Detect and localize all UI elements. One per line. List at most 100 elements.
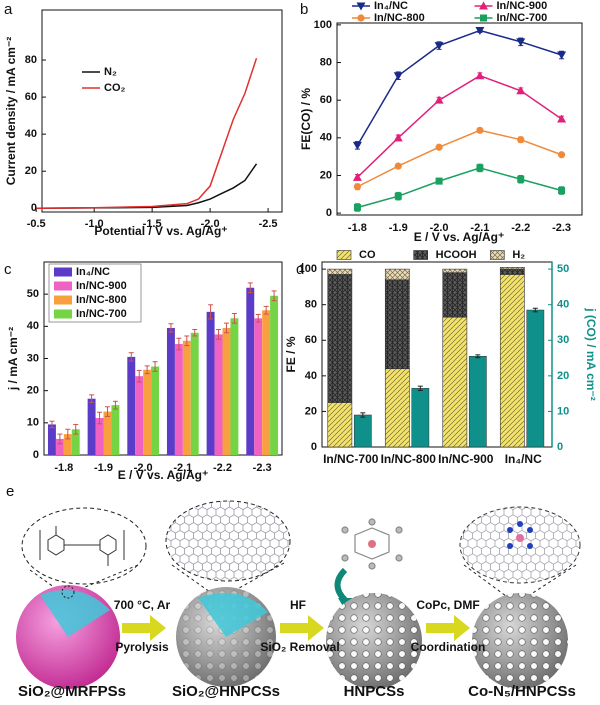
legend-swatch bbox=[54, 267, 72, 277]
x-tick-label: -2.3 bbox=[253, 462, 272, 474]
step-process: Coordination bbox=[411, 640, 486, 654]
molecule bbox=[341, 518, 403, 570]
error-bar bbox=[128, 352, 134, 362]
marker bbox=[557, 114, 567, 123]
marker bbox=[393, 72, 403, 81]
y-tick-label: 0 bbox=[326, 207, 332, 219]
y-tick-label: 20 bbox=[305, 405, 317, 417]
marker bbox=[476, 126, 484, 134]
error-bar bbox=[263, 305, 269, 315]
error-bar bbox=[112, 400, 118, 410]
line bbox=[36, 57, 258, 210]
bar-segment bbox=[384, 368, 410, 448]
y2-tick-label: 20 bbox=[557, 370, 569, 382]
legend-label: In/NC-800 bbox=[76, 294, 127, 306]
x-tick-label: -1.0 bbox=[85, 218, 104, 230]
bar bbox=[174, 344, 183, 455]
bar bbox=[135, 376, 144, 455]
marker bbox=[476, 164, 484, 172]
x-tick-label: -1.9 bbox=[94, 462, 113, 474]
legend-swatch bbox=[490, 250, 505, 260]
legend-label: In/NC-900 bbox=[497, 0, 548, 12]
marker bbox=[352, 172, 362, 181]
y2-tick-label: 50 bbox=[557, 263, 569, 275]
bar bbox=[222, 327, 231, 455]
schematic: e bbox=[6, 483, 581, 700]
y-tick-label: 10 bbox=[27, 417, 39, 429]
bar-segment bbox=[499, 274, 525, 448]
bar bbox=[87, 398, 96, 455]
marker bbox=[356, 2, 366, 11]
y2-axis-label: j (CO) / mA cm⁻² bbox=[584, 307, 598, 401]
marker bbox=[434, 95, 444, 104]
error-bar bbox=[176, 337, 182, 351]
step-condition: HF bbox=[290, 598, 306, 612]
y-tick-label: 60 bbox=[25, 91, 37, 103]
x-axis-label: E / V vs. Ag/Ag⁺ bbox=[414, 230, 505, 244]
error-bar bbox=[192, 329, 198, 337]
line bbox=[356, 29, 562, 146]
zoom-ellipse bbox=[459, 506, 581, 584]
marker bbox=[557, 51, 567, 60]
error-bar bbox=[532, 307, 538, 313]
panel-label: e bbox=[6, 483, 14, 500]
x-tick-label: -1.8 bbox=[348, 222, 367, 234]
legend-swatch bbox=[413, 250, 428, 260]
error-bar bbox=[152, 361, 158, 372]
bar bbox=[103, 411, 112, 455]
bar bbox=[95, 418, 104, 455]
step-condition: CoPc, DMF bbox=[416, 598, 479, 612]
error-bar bbox=[360, 412, 366, 418]
y-tick-label: 60 bbox=[305, 334, 317, 346]
y-tick-label: 30 bbox=[27, 352, 39, 364]
marker bbox=[434, 42, 444, 51]
panel-label: d bbox=[296, 261, 304, 278]
bar bbox=[71, 429, 80, 455]
bar bbox=[63, 434, 72, 455]
plot-frame bbox=[336, 22, 583, 216]
y-axis-label: Current density / mA cm⁻² bbox=[4, 37, 18, 186]
y-tick-label: 50 bbox=[27, 288, 39, 300]
x-tick-label: -2.0 bbox=[134, 462, 153, 474]
legend-label: In₄/NC bbox=[76, 266, 110, 278]
line bbox=[36, 163, 258, 210]
plot-frame bbox=[41, 9, 283, 213]
y-tick-label: 0 bbox=[31, 202, 37, 214]
error-bar bbox=[144, 365, 150, 375]
error-bar bbox=[97, 411, 103, 425]
plot-frame bbox=[43, 261, 283, 456]
y-tick-label: 0 bbox=[311, 441, 317, 453]
x-tick-label: In/NC-700 bbox=[323, 452, 379, 466]
x-tick-label: -1.8 bbox=[54, 462, 73, 474]
bar bbox=[262, 310, 271, 455]
error-bar bbox=[475, 354, 481, 359]
marker bbox=[435, 143, 443, 151]
x-tick-label: In₄/NC bbox=[505, 452, 542, 466]
marker bbox=[479, 1, 488, 10]
bar bbox=[353, 414, 372, 448]
marker bbox=[480, 14, 487, 22]
y-tick-label: 40 bbox=[25, 128, 37, 140]
y-axis-label: FE / % bbox=[284, 336, 298, 372]
error-bar bbox=[216, 329, 222, 340]
x-tick-label: -1.9 bbox=[389, 222, 408, 234]
line bbox=[357, 129, 562, 188]
y-tick-label: 100 bbox=[314, 19, 332, 31]
marker bbox=[353, 183, 362, 191]
y-axis-label: j / mA cm⁻² bbox=[6, 327, 20, 391]
error-bar bbox=[168, 323, 174, 333]
y-axis-label: FE(CO) / % bbox=[299, 88, 313, 150]
error-bar bbox=[223, 322, 229, 334]
marker bbox=[393, 133, 403, 142]
error-bar bbox=[65, 428, 71, 440]
error-bar bbox=[417, 385, 423, 391]
y-tick-label: 100 bbox=[299, 263, 317, 275]
y-tick-label: 20 bbox=[320, 169, 332, 181]
bar bbox=[55, 438, 64, 455]
x-tick-label: -0.5 bbox=[27, 218, 46, 230]
bar bbox=[166, 327, 175, 455]
legend-swatch bbox=[336, 250, 352, 260]
stage-label: SiO₂@HNPCSs bbox=[172, 683, 280, 700]
x-tick-label: -2.0 bbox=[430, 222, 449, 234]
bar bbox=[246, 287, 255, 455]
